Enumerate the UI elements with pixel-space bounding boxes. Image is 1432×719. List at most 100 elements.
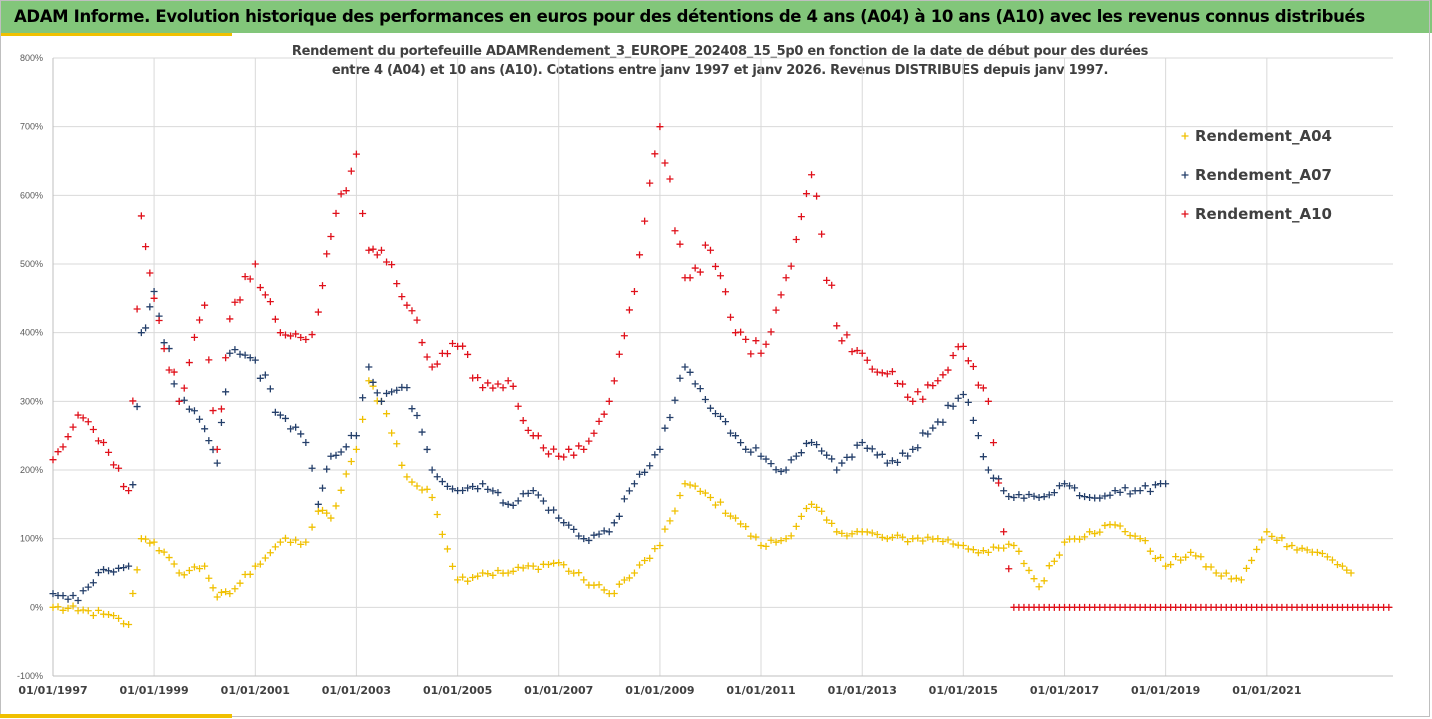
- data-point: [94, 569, 102, 577]
- data-point: [904, 452, 912, 460]
- data-point: [359, 210, 367, 218]
- data-point: [671, 396, 679, 404]
- data-point: [1091, 530, 1099, 538]
- data-point: [217, 419, 225, 427]
- data-point: [570, 451, 578, 459]
- data-point: [873, 531, 881, 539]
- data-point: [129, 397, 137, 405]
- data-point: [863, 356, 871, 364]
- data-point: [949, 540, 957, 548]
- data-point: [959, 390, 967, 398]
- data-point: [261, 554, 269, 562]
- data-point: [818, 507, 826, 515]
- data-point: [342, 470, 350, 478]
- data-point: [1000, 487, 1008, 495]
- data-point: [691, 264, 699, 272]
- data-point: [716, 498, 724, 506]
- data-point: [706, 404, 714, 412]
- data-point: [150, 294, 158, 302]
- data-point: [757, 542, 765, 550]
- data-point: [519, 417, 527, 425]
- data-point: [170, 368, 178, 376]
- data-point: [519, 564, 527, 572]
- data-point: [969, 416, 977, 424]
- data-point: [433, 511, 441, 519]
- data-point: [222, 588, 230, 596]
- data-point: [185, 566, 193, 574]
- data-point: [949, 402, 957, 410]
- data-point: [919, 395, 927, 403]
- data-point: [1045, 491, 1053, 499]
- axis-layer: -100% 0% 100% 200% 300% 400% 500% 600% 700% 800% 0…: [17, 53, 1393, 697]
- data-point: [1263, 528, 1271, 536]
- data-point: [1076, 535, 1084, 543]
- data-point: [484, 570, 492, 578]
- data-point: [1005, 565, 1013, 573]
- data-point: [323, 509, 331, 517]
- data-point: [534, 491, 542, 499]
- data-point: [323, 250, 331, 258]
- data-point: [909, 445, 917, 453]
- data-point: [393, 280, 401, 288]
- data-point: [944, 536, 952, 544]
- data-point: [79, 587, 87, 595]
- data-point: [49, 456, 57, 464]
- data-point: [813, 441, 821, 449]
- y-tick-label: 800%: [20, 53, 43, 63]
- data-point: [828, 455, 836, 463]
- x-tick-label: 01/01/2017: [1030, 684, 1099, 697]
- data-point: [84, 583, 92, 591]
- data-point: [615, 512, 623, 520]
- x-tick-label: 01/01/2013: [828, 684, 897, 697]
- data-point: [418, 428, 426, 436]
- header-bar: ADAM Informe. Evolution historique des p…: [0, 0, 1432, 33]
- data-point: [539, 497, 547, 505]
- data-point: [292, 423, 300, 431]
- data-point: [175, 397, 183, 405]
- data-point: [1283, 603, 1291, 611]
- data-point: [94, 437, 102, 445]
- data-point: [479, 569, 487, 577]
- data-point: [1066, 482, 1074, 490]
- data-point: [888, 368, 896, 376]
- data-point: [853, 347, 861, 355]
- data-point: [585, 536, 593, 544]
- data-point: [133, 403, 141, 411]
- data-point: [722, 418, 730, 426]
- data-point: [808, 500, 816, 508]
- data-point: [590, 429, 598, 437]
- data-point: [1040, 493, 1048, 501]
- data-point: [615, 350, 623, 358]
- data-point: [494, 380, 502, 388]
- data-point: [137, 212, 145, 220]
- data-point: [924, 381, 932, 389]
- data-point: [797, 449, 805, 457]
- data-point: [1020, 559, 1028, 567]
- data-point: [661, 159, 669, 167]
- data-point: [231, 298, 239, 306]
- data-point: [808, 439, 816, 447]
- data-point: [656, 445, 664, 453]
- data-point: [1232, 574, 1240, 582]
- data-point: [281, 414, 289, 422]
- data-point: [888, 457, 896, 465]
- data-point: [246, 570, 254, 578]
- data-point: [246, 354, 254, 362]
- data-point: [696, 385, 704, 393]
- data-point: [246, 275, 254, 283]
- data-point: [605, 528, 613, 536]
- data-point: [767, 328, 775, 336]
- data-point: [964, 398, 972, 406]
- data-point: [146, 539, 154, 547]
- data-point: [646, 462, 654, 470]
- data-point: [777, 291, 785, 299]
- data-point: [1343, 566, 1351, 574]
- data-point: [848, 348, 856, 356]
- data-point: [899, 449, 907, 457]
- data-point: [620, 332, 628, 340]
- data-point: [302, 538, 310, 546]
- data-point: [782, 535, 790, 543]
- data-point: [610, 519, 618, 527]
- data-point: [984, 548, 992, 556]
- data-point: [934, 377, 942, 385]
